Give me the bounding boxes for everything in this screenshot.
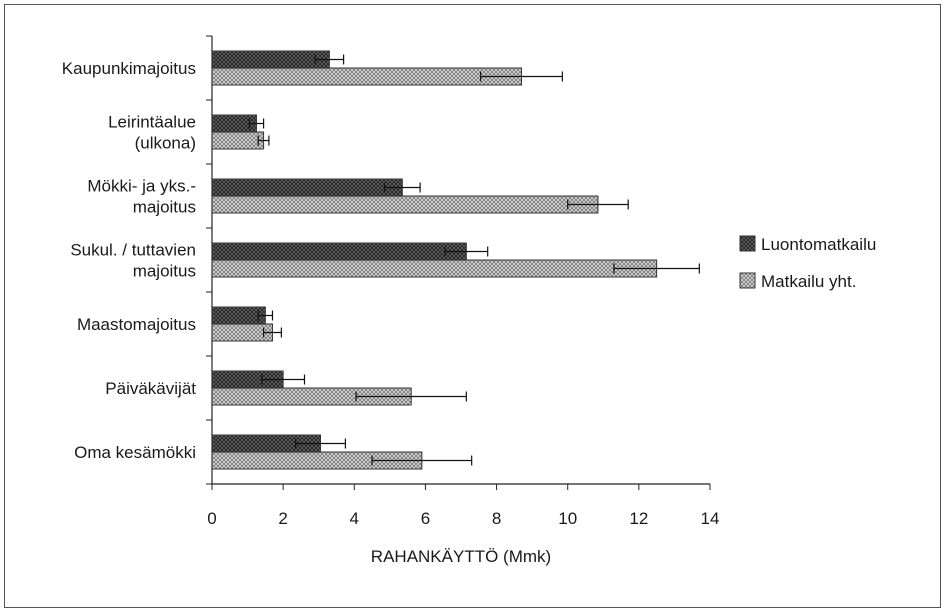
category-label: majoitus — [133, 198, 196, 217]
category-labels: Kaupunkimajoitus Leirintäalue (ulkona) Mökk… — [62, 59, 196, 462]
category-label: Maastomajoitus — [77, 315, 196, 334]
legend: Luontomatkailu Matkailu yht. — [739, 235, 876, 291]
category-label: Oma kesämökki — [74, 443, 196, 462]
x-tick-label: 14 — [701, 509, 720, 528]
x-tick-label: 6 — [421, 509, 430, 528]
bars — [211, 50, 658, 470]
bar-matkailu-yht — [211, 131, 265, 150]
bar-matkailu-yht — [211, 259, 658, 278]
chart-frame — [4, 4, 941, 608]
category-label: majoitus — [133, 262, 196, 281]
category-label: Kaupunkimajoitus — [62, 59, 196, 78]
x-tick-label: 2 — [278, 509, 287, 528]
error-bars — [248, 54, 700, 466]
legend-label: Matkailu yht. — [761, 272, 856, 291]
legend-label: Luontomatkailu — [761, 235, 876, 254]
legend-swatch — [739, 235, 756, 252]
x-axis-title: RAHANKÄYTTÖ (Mmk) — [371, 547, 551, 566]
x-tick-labels: 0 2 4 6 8 10 12 14 — [207, 509, 719, 528]
bar-luontomatkailu — [211, 50, 330, 69]
x-tick-label: 12 — [629, 509, 648, 528]
x-tick-label: 10 — [558, 509, 577, 528]
category-label: (ulkona) — [135, 134, 196, 153]
bar-luontomatkailu — [211, 178, 403, 197]
category-label: Leirintäalue — [108, 113, 196, 132]
category-label: Sukul. / tuttavien — [70, 241, 196, 260]
x-tick-label: 4 — [350, 509, 359, 528]
category-label: Päiväkävijät — [105, 379, 196, 398]
x-tick-label: 8 — [492, 509, 501, 528]
category-label: Mökki- ja yks.- — [87, 177, 196, 196]
x-tick-label: 0 — [207, 509, 216, 528]
legend-swatch — [739, 272, 756, 289]
bar-luontomatkailu — [211, 242, 467, 261]
bar-matkailu-yht — [211, 67, 522, 86]
bar-luontomatkailu — [211, 306, 266, 325]
bar-matkailu-yht — [211, 195, 599, 214]
